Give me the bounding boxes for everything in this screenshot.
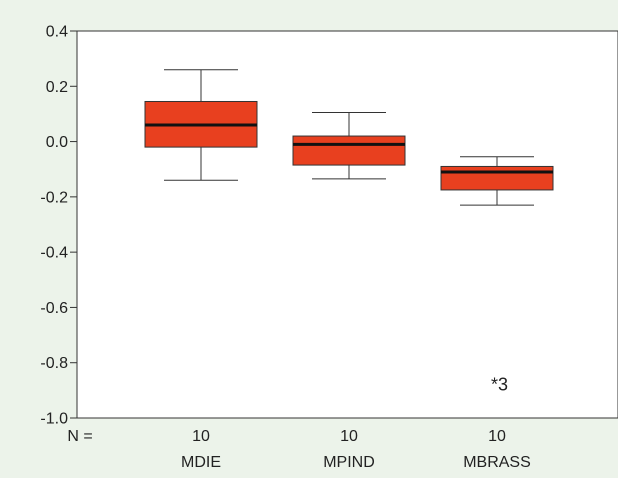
y-axis: 0.4 0.2 0.0 -0.2 -0.4 -0.6 -0.8 -1.0 <box>40 24 77 428</box>
y-tick-label: -1.0 <box>40 411 68 428</box>
category-label-mpind: MPIND <box>323 454 375 471</box>
y-tick-label: 0.4 <box>46 24 68 41</box>
box-mdie <box>144 69 258 181</box>
n-value-mdie: 10 <box>192 428 210 445</box>
y-tick-label: 0.2 <box>46 79 68 96</box>
box-mbrass: *3 <box>440 156 554 394</box>
y-tick-label: -0.4 <box>40 245 68 262</box>
box-mpind <box>292 112 406 180</box>
box-group: *3 <box>144 69 554 394</box>
n-value-mbrass: 10 <box>488 428 506 445</box>
x-axis-labels: N = 10 10 10 MDIE MPIND MBRASS <box>67 428 530 471</box>
y-tick-label: 0.0 <box>46 134 68 151</box>
n-prefix-label: N = <box>67 428 92 445</box>
y-tick-label: -0.8 <box>40 355 68 372</box>
plot-area <box>76 30 618 419</box>
category-label-mbrass: MBRASS <box>463 454 531 471</box>
outlier-marker: *3 <box>491 374 508 394</box>
y-tick-label: -0.2 <box>40 189 68 206</box>
n-value-mpind: 10 <box>340 428 358 445</box>
y-tick-label: -0.6 <box>40 300 68 317</box>
iqr-box <box>440 165 554 191</box>
iqr-box <box>292 135 406 166</box>
category-label-mdie: MDIE <box>181 454 221 471</box>
